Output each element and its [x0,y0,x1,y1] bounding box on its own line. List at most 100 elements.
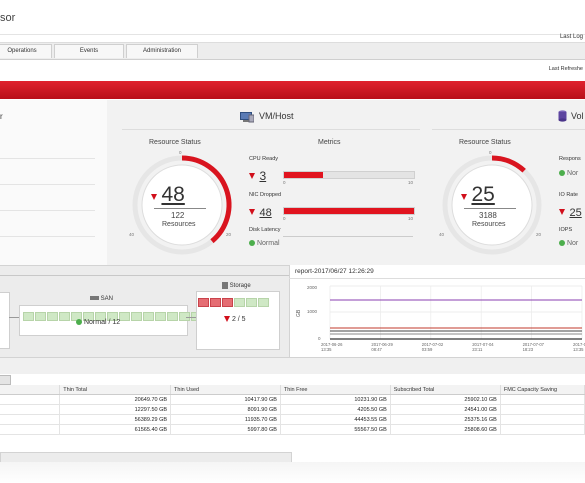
storage-status: 2 / 5 [224,316,246,323]
table-cell [500,404,585,415]
vm-donut-tick-top: 0 [179,150,182,155]
table-cell: 5997.80 GB [170,424,281,435]
report-xtick-label: 2017-06-29 [371,342,393,347]
table-cell: 55567.50 GB [280,424,391,435]
cpu-ready-value[interactable]: 3 [249,167,266,185]
table-cell: 44453.55 GB [280,414,391,425]
table-row[interactable]: 61565.40 GB 5997.80 GB 55567.50 GB 25808… [0,424,585,435]
latency-divider [283,236,413,237]
window-title: sor [0,12,16,24]
table-row[interactable]: 56389.29 GB 11935.70 GB 44453.55 GB 2537… [0,414,585,425]
cpu-bar-max: 10 [408,180,414,185]
volume-response-label: Respons [559,156,581,162]
tab-administration[interactable]: Administration [126,44,198,58]
volume-total-resources: 3188 [479,211,497,220]
vm-resource-donut[interactable] [126,149,238,261]
vm-alert-count[interactable]: 48 [151,183,185,207]
cpu-bar-min: 0 [283,180,286,185]
volume-resource-donut[interactable] [436,149,548,261]
volume-response-status[interactable]: Nor [559,170,578,177]
volume-iops-status[interactable]: Nor [559,240,578,247]
table-cell: 4205.50 GB [280,404,391,415]
table-cell: 61565.40 GB [59,424,172,435]
table-header-row: Thin Total Thin Used Thin Free Subscribe… [0,385,585,395]
table-cell [0,404,61,415]
table-header-thin-total[interactable]: Thin Total [59,385,172,395]
table-cell: 24541.00 GB [390,404,501,415]
last-login-link[interactable]: Last Log [559,34,583,40]
nic-dropped-bar-fill [284,208,414,214]
report-xtick-label: 2017-06-26 [321,342,343,347]
table-cell [500,394,585,405]
disk-latency-label: Disk Latency [249,227,281,233]
storage-label-text: Storage [229,283,251,290]
panel-heading-fragment: r [0,112,3,121]
san-label-text: SAN [100,296,114,302]
storage-box[interactable]: 2 / 5 [196,291,280,350]
nic-bar-min: 0 [283,216,286,221]
report-ytick-2: 0 [318,336,321,341]
table-row[interactable]: 20649.70 GB 10417.90 GB 10231.90 GB 2590… [0,394,585,405]
table-header-thin-free[interactable]: Thin Free [280,385,391,395]
table-toolbar [0,357,585,374]
report-xtick-label: 13:35 [573,347,584,352]
ok-icon [559,170,565,177]
report-ylabel: GB [296,309,302,317]
table-header-thin-used[interactable]: Thin Used [170,385,281,395]
cpu-ready-number: 3 [259,169,267,183]
volume-donut-rule [464,208,516,209]
disk-latency-status[interactable]: Normal [249,240,280,247]
volume-icon [558,109,567,122]
table-header-fmc-capacity-saving[interactable]: FMC Capacity Saving [500,385,585,395]
report-xticks: 2017-06-2613:352017-06-2908:472017-07-02… [321,342,585,352]
report-xtick-label: 2017-07-02 [422,342,444,347]
table-header-subscribed-total[interactable]: Subscribed Total [390,385,501,395]
report-xtick-label: 2017-07-10 [573,342,585,347]
tab-events[interactable]: Events [54,44,124,58]
table-cell: 56389.29 GB [59,414,172,425]
table-cell [500,424,585,435]
bottom-fade [0,462,585,483]
vm-donut-tick-left: 40 [129,232,135,237]
report-panel [289,265,585,357]
capacity-table: Thin Total Thin Used Thin Free Subscribe… [0,385,585,465]
report-ytick-0: 2000 [307,285,318,290]
table-cell: 12297.50 GB [59,404,172,415]
status-banner [0,81,585,99]
vm-host-title: VM/Host [259,111,294,121]
volume-donut-tick-top: 0 [489,150,492,155]
warning-icon [461,193,467,200]
volume-donut-tick-right: 20 [536,232,542,237]
report-xtick-label: 13:35 [321,347,332,352]
volume-response-status-text: Nor [566,170,579,177]
report-ytick-1: 1000 [307,309,318,314]
table-row[interactable]: 12297.50 GB 8091.90 GB 4205.50 GB 24541.… [0,404,585,415]
vm-host-divider [122,129,420,130]
nic-dropped-bar [283,207,415,215]
san-box[interactable]: Normal / 12 [19,305,214,336]
volume-io-rate-label: IO Rate [559,192,578,198]
warning-icon [249,208,255,215]
table-action-button[interactable] [0,375,11,385]
volume-alert-number: 25 [471,183,495,206]
volume-iops-status-text: Nor [566,240,579,247]
nic-bar-max: 10 [408,216,414,221]
report-chart[interactable]: GB 2000 1000 0 2017-06-2613:352017-06-29… [292,281,585,355]
san-status-text: Normal / 12 [83,319,121,326]
volume-alert-count[interactable]: 25 [461,183,495,207]
report-title: report-2017/06/27 12:26:29 [295,268,374,275]
volume-io-rate-value[interactable]: 25 [559,203,582,221]
volume-resource-status-label: Resource Status [459,139,511,146]
volume-divider [432,129,585,130]
topology-box-partial[interactable] [0,292,10,349]
nic-dropped-value[interactable]: 48 [249,203,272,221]
table-cell [500,414,585,425]
vm-metrics-label: Metrics [318,139,341,146]
vm-donut-rule [154,208,206,209]
storage-status-text: 2 / 5 [231,316,246,323]
storage-array-grid [198,294,270,312]
san-switch-icon [90,296,99,301]
table-cell: 25808.60 GB [390,424,501,435]
volume-title: Vol [571,111,584,121]
tab-operations[interactable]: Operations [0,44,52,58]
